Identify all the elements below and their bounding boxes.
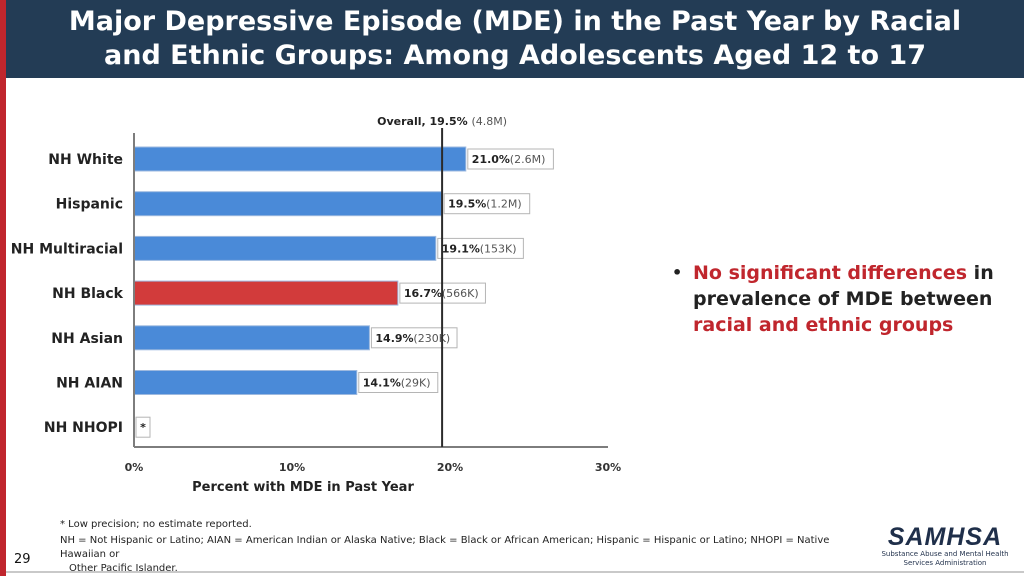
- left-accent-rule: [0, 0, 6, 576]
- bar-nh-white: [133, 146, 467, 172]
- data-label-count-nh-asian: (230K): [413, 332, 450, 345]
- data-label-box-hispanic: [443, 193, 531, 215]
- data-label-box-nh-aian: [358, 372, 439, 393]
- samhsa-logo-subtitle-1: Substance Abuse and Mental Health: [881, 550, 1009, 558]
- category-label-nh-multiracial: NH Multiracial: [11, 241, 123, 257]
- page-number: 29: [14, 552, 31, 567]
- data-label-pct-nh-black: 16.7%: [404, 287, 442, 300]
- category-label-hispanic: Hispanic: [56, 197, 123, 213]
- bar-nh-black: [133, 280, 399, 306]
- category-label-nh-aian: NH AIAN: [56, 376, 123, 392]
- slide-title: Major Depressive Episode (MDE) in the Pa…: [68, 6, 962, 71]
- samhsa-logo-subtitle-2: Services Administration: [903, 559, 987, 567]
- bottom-rule: [6, 571, 1024, 573]
- data-label-count-nh-multiracial: (153K): [480, 242, 517, 255]
- bar-hispanic: [133, 191, 443, 217]
- slide-header: Major Depressive Episode (MDE) in the Pa…: [6, 0, 1024, 78]
- data-label-count-nh-black: (566K): [442, 287, 479, 300]
- key-finding-highlight-1: No significant differences: [693, 262, 968, 284]
- footnote-low-precision: * Low precision; no estimate reported.: [60, 519, 252, 530]
- data-label-box-nh-white: [467, 148, 554, 170]
- category-label-nh-asian: NH Asian: [51, 331, 123, 347]
- key-finding-callout: • No significant differences in prevalen…: [672, 260, 1002, 338]
- data-label-count-nh-white: (2.6M): [510, 153, 546, 166]
- data-label-count-hispanic: (1.2M): [486, 198, 522, 211]
- key-finding-text: No significant differences in prevalence…: [693, 260, 1002, 338]
- footnote-abbreviations-line-2: Other Pacific Islander.: [69, 563, 178, 574]
- x-tick-label-0: 0%: [125, 461, 144, 474]
- data-label-pct-nh-nhopi: *: [140, 421, 146, 434]
- key-finding-highlight-2: racial and ethnic groups: [693, 314, 954, 336]
- x-axis-title: Percent with MDE in Past Year: [192, 480, 414, 495]
- footnote-abbreviations: NH = Not Hispanic or Latino; AIAN = Amer…: [60, 534, 850, 576]
- x-tick-label-30: 30%: [595, 461, 621, 474]
- data-label-box-nh-multiracial: [437, 237, 524, 259]
- x-tick-label-10: 10%: [279, 461, 305, 474]
- category-label-nh-white: NH White: [48, 152, 123, 168]
- x-tick-label-20: 20%: [437, 461, 463, 474]
- data-label-pct-nh-asian: 14.9%: [375, 332, 413, 345]
- category-label-nh-nhopi: NH NHOPI: [44, 420, 123, 436]
- data-label-pct-nh-white: 21.0%: [472, 153, 510, 166]
- footnote-abbreviations-line-1: NH = Not Hispanic or Latino; AIAN = Amer…: [60, 535, 830, 560]
- key-finding-body: in prevalence of MDE between: [693, 262, 994, 310]
- overall-reference-pct: Overall, 19.5%: [377, 115, 471, 128]
- mde-bar-chart: NH White 21.0% (2.6M) Hispanic 19.5% (1.2M) NH…: [11, 115, 621, 495]
- data-label-pct-nh-multiracial: 19.1%: [442, 242, 480, 255]
- category-label-nh-black: NH Black: [52, 286, 124, 302]
- samhsa-logo-mark: SAMHSA: [887, 523, 1003, 551]
- overall-reference-label: Overall, 19.5% (4.8M): [377, 115, 507, 128]
- overall-reference-count: (4.8M): [471, 115, 507, 128]
- footnotes: * Low precision; no estimate reported. N…: [60, 518, 850, 578]
- data-label-box-nh-nhopi: [135, 416, 151, 438]
- data-label-count-nh-aian: (29K): [401, 377, 431, 390]
- data-label-box-nh-asian: [370, 327, 458, 349]
- bar-nh-aian: [133, 370, 358, 395]
- samhsa-logo: SAMHSA Substance Abuse and Mental Health…: [880, 524, 1010, 568]
- data-label-pct-hispanic: 19.5%: [448, 198, 486, 211]
- bar-nh-asian: [133, 325, 370, 351]
- bullet-marker: •: [672, 263, 683, 282]
- bar-nh-multiracial: [133, 235, 437, 261]
- data-label-pct-nh-aian: 14.1%: [363, 377, 401, 390]
